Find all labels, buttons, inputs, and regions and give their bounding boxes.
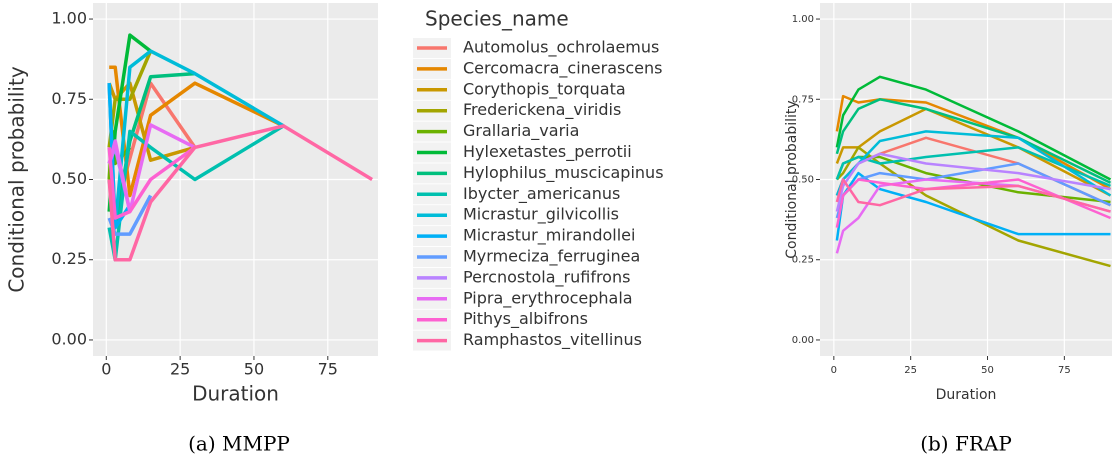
x-tick-label: 75 <box>1058 365 1071 376</box>
series-line <box>107 145 196 220</box>
y-tick-label: 0.50 <box>51 169 87 188</box>
x-tick-label: 0 <box>101 360 111 379</box>
legend-label: Ramphastos_vitellinus <box>463 330 642 350</box>
x-tick-label: 75 <box>318 360 338 379</box>
series-line <box>835 152 1111 212</box>
x-tick-label: 50 <box>244 360 264 379</box>
y-axis-title: Conditional probability <box>784 100 800 258</box>
legend-label: Hylexetastes_perrotii <box>463 142 632 162</box>
x-axis-title: Duration <box>192 382 279 406</box>
caption: (b) FRAP <box>920 432 1012 456</box>
legend-label: Grallaria_varia <box>463 121 579 141</box>
legend-label: Fredericke­na_viridis <box>463 100 621 120</box>
x-tick-label: 0 <box>831 365 837 376</box>
y-tick-label: 1.00 <box>792 14 814 25</box>
series-line <box>835 75 1112 181</box>
x-tick-label: 50 <box>981 365 994 376</box>
series-line <box>835 178 1111 228</box>
legend-label: Pithys_albifrons <box>463 309 588 329</box>
y-tick-label: 0.25 <box>51 249 87 268</box>
y-tick-label: 0.25 <box>792 255 814 266</box>
y-tick-label: 0.75 <box>51 89 87 108</box>
y-tick-label: 0.00 <box>51 329 87 348</box>
legend-label: Micrastur_gilvicollis <box>463 205 619 225</box>
series-line <box>835 146 1111 188</box>
y-tick-label: 0.75 <box>792 94 814 105</box>
legend-label: Percnostola_rufifrons <box>463 267 630 287</box>
legend-title: Species_name <box>425 7 569 31</box>
legend-label: Automolus_ochrolaemus <box>463 38 659 58</box>
legend-label: Corythopis_torquata <box>463 79 626 99</box>
series-line <box>109 65 285 198</box>
legend-label: Micrastur_mirandollei <box>463 226 635 246</box>
series-line <box>835 178 1111 213</box>
legend-label: Myrmeciza_ferruginea <box>463 247 640 267</box>
y-tick-label: 0.50 <box>792 175 814 186</box>
caption: (a) MMPP <box>188 432 290 456</box>
y-tick-label: 1.00 <box>51 9 87 28</box>
series-line <box>107 124 374 262</box>
y-axis-title: Conditional probability <box>5 66 29 292</box>
x-axis-title: Duration <box>936 387 997 403</box>
legend-label: Pipra_erythrocephala <box>463 288 633 308</box>
legend-label: Cercomacra_cinerascens <box>463 58 662 78</box>
y-tick-label: 0.00 <box>792 335 814 346</box>
x-tick-label: 25 <box>904 365 917 376</box>
x-tick-label: 25 <box>170 360 190 379</box>
legend-label: Ibycter_americanus <box>463 184 620 204</box>
legend-label: Hylophilus_muscicapinus <box>463 163 664 183</box>
